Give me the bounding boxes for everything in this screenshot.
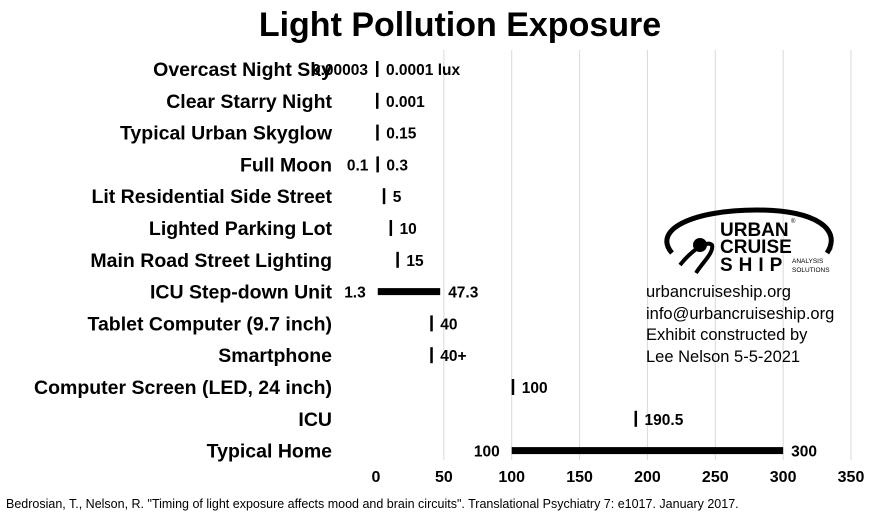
source-citation: Bedrosian, T., Nelson, R. "Timing of lig… [6,497,739,511]
category-label: Computer Screen (LED, 24 inch) [34,377,332,399]
high-value-label: 100 [522,380,548,397]
value-marker [382,188,386,205]
contact-block: urbancruiseship.org info@urbancruiseship… [646,282,834,368]
high-value-label: 300 [791,444,817,461]
high-value-label: 47.3 [448,285,479,302]
bars [376,61,784,455]
category-label: Overcast Night Sky [153,59,332,81]
value-marker [634,410,638,427]
logo-head-shape [693,238,707,252]
value-marker [376,156,379,173]
value-marker [376,92,379,109]
x-tick-label: 150 [566,469,593,486]
x-tick-label: 200 [634,469,661,486]
high-value-label: 5 [393,189,402,206]
high-value-label: 40 [440,316,457,333]
value-marker [389,220,393,236]
low-value-label: 0.00003 [312,62,368,79]
logo-text-line1: URBAN [720,220,789,241]
x-tick-label: 0 [372,469,381,486]
category-label: Lit Residential Side Street [91,186,332,208]
x-tick-label: 300 [770,469,797,486]
logo-copyright-mark: © [828,246,833,253]
high-value-label: 0.001 [386,94,425,111]
value-marker [430,347,433,364]
email-text: info@urbancruiseship.org [646,304,835,323]
chart-title: Light Pollution Exposure [258,6,662,44]
high-value-label: 0.15 [386,126,417,143]
grid-lines [443,50,852,460]
value-marker [396,251,399,268]
category-label: ICU Step-down Unit [150,282,332,304]
category-label: Lighted Parking Lot [149,218,333,240]
high-value-label: 190.5 [645,412,684,429]
category-label: Full Moon [240,154,332,176]
logo-mermaid-shape [678,241,715,275]
category-label: Tablet Computer (9.7 inch) [88,313,333,335]
logo-text-line3: SHIP [720,255,788,276]
category-label: Typical Urban Skyglow [120,123,333,145]
low-value-label: 100 [474,444,500,461]
high-value-label: 0.0001 lux [386,62,460,79]
value-marker [511,379,515,395]
credit-line-2: Lee Nelson 5-5-2021 [646,347,801,366]
credit-line-1: Exhibit constructed by [646,326,808,344]
logo-swoosh [664,207,834,255]
range-bar [511,447,784,455]
logo-text-line2: CRUISE [720,237,792,258]
logo-tagline1: ANALYSIS [792,258,824,265]
x-tick-label: 50 [435,469,453,486]
category-label: Main Road Street Lighting [90,250,332,272]
x-tick-labels: 0 50 100 150 200 250 300 350 [372,469,865,486]
x-tick-label: 350 [838,469,865,486]
x-tick-label: 100 [498,469,525,486]
category-label: ICU [298,409,332,431]
logo-tagline2: SOLUTIONS [792,267,830,274]
category-label: Smartphone [218,345,332,367]
high-value-label: 0.3 [386,157,408,174]
logo-registered-mark: ® [791,218,796,225]
high-value-label: 10 [400,221,417,238]
value-marker [376,124,379,141]
range-bar [377,288,441,296]
low-value-label: 0.1 [347,157,369,174]
value-marker [376,61,379,77]
urban-cruise-ship-logo: URBAN CRUISE SHIP ANALYSIS SOLUTIONS ® © [664,207,834,276]
value-marker [430,315,433,332]
x-tick-label: 250 [702,469,729,486]
website-text: urbancruiseship.org [646,283,791,301]
high-value-label: 40+ [440,348,466,365]
low-value-label: 1.3 [344,285,366,302]
high-value-label: 15 [406,253,424,270]
category-label: Typical Home [207,441,332,463]
category-label: Clear Starry Night [166,91,332,113]
